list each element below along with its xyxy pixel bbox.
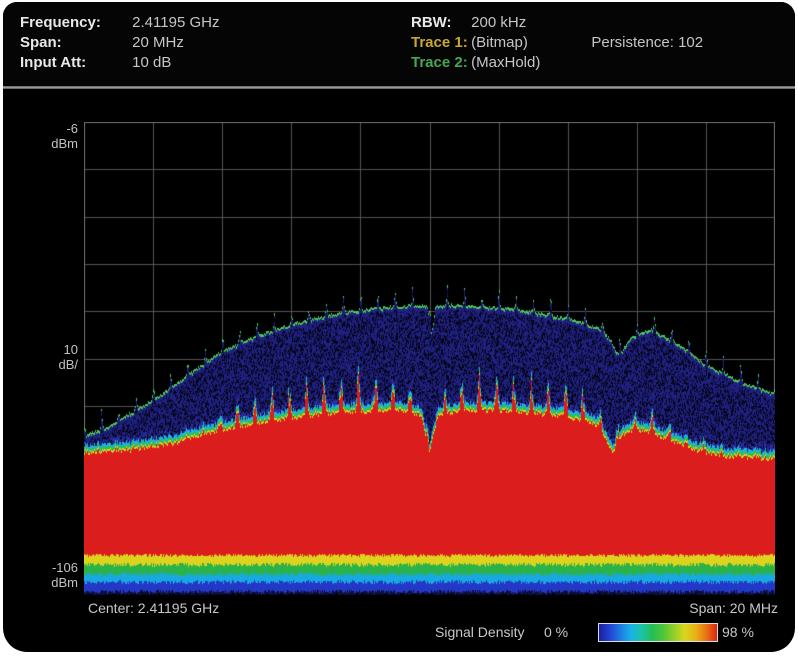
trace2-label: Trace 2: — [411, 54, 468, 71]
y-axis-scale-label: 10 dB/ — [58, 342, 78, 372]
signal-density-label: Signal Density — [435, 624, 525, 640]
analyzer-screen-bezel: Frequency: 2.41195 GHz Span: 20 MHz Inpu… — [3, 2, 795, 652]
span-label: Span: — [20, 34, 62, 51]
spectrum-bitmap — [84, 122, 775, 595]
frequency-readout[interactable]: Frequency: 2.41195 GHz — [20, 13, 219, 33]
span-value: 20 MHz — [132, 34, 184, 51]
span-footer-readout: Span: 20 MHz — [689, 600, 778, 616]
rbw-value: 200 kHz — [471, 14, 527, 31]
persistence-value: 102 — [678, 34, 704, 51]
rbw-label: RBW: — [411, 14, 452, 31]
y-axis-top-label: -6 dBm — [51, 121, 78, 151]
trace1-mode: (Bitmap) — [471, 34, 528, 51]
input-att-readout[interactable]: Input Att: 10 dB — [20, 53, 171, 73]
trace2-mode: (MaxHold) — [471, 54, 541, 71]
frequency-value: 2.41195 GHz — [132, 14, 220, 31]
frequency-label: Frequency: — [20, 14, 101, 31]
span-readout[interactable]: Span: 20 MHz — [20, 33, 184, 53]
signal-density-max: 98 % — [722, 624, 754, 640]
signal-density-color-scale — [598, 623, 718, 642]
signal-density-min: 0 % — [544, 624, 569, 640]
header-readout-bar: Frequency: 2.41195 GHz Span: 20 MHz Inpu… — [3, 2, 795, 86]
header-separator — [3, 86, 795, 89]
center-frequency-readout: Center: 2.41195 GHz — [88, 600, 220, 616]
rbw-readout[interactable]: RBW: 200 kHz — [411, 13, 587, 33]
y-axis-bottom-label: -106 dBm — [51, 560, 78, 590]
input-att-label: Input Att: — [20, 54, 87, 71]
input-att-value: 10 dB — [132, 54, 172, 71]
trace1-readout[interactable]: Trace 1: (Bitmap) Persistence: 102 — [411, 33, 703, 53]
trace1-label: Trace 1: — [411, 34, 468, 51]
persistence-label: Persistence: — [591, 34, 674, 51]
trace2-readout[interactable]: Trace 2: (MaxHold) — [411, 53, 587, 73]
